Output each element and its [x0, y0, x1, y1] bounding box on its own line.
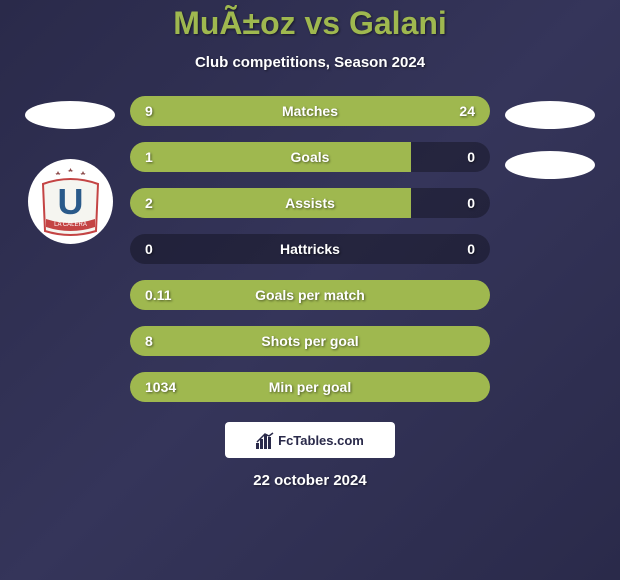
stat-bar-right	[227, 96, 490, 126]
stats-container: 9 Matches 24 1 Goals 0 2 Assists 0 0 Hattricks 0 0.1…	[130, 96, 490, 402]
stat-label: Min per goal	[269, 379, 351, 395]
stat-label: Goals	[291, 149, 330, 165]
content-wrapper: U LA CALERA 9 Matches 24 1 Goals 0 2 Assists 0 0 H…	[0, 96, 620, 402]
stat-row: 1034 Min per goal	[130, 372, 490, 402]
date-label: 22 october 2024	[253, 472, 366, 489]
stat-label: Assists	[285, 195, 335, 211]
team-logo-left: U LA CALERA	[28, 159, 113, 244]
stat-value-left: 0.11	[145, 287, 171, 303]
stat-bar-left	[130, 142, 411, 172]
subtitle: Club competitions, Season 2024	[195, 54, 425, 71]
chart-icon	[256, 431, 274, 449]
stat-value-left: 8	[145, 333, 153, 349]
page-title: MuÃ±oz vs Galani	[173, 5, 447, 42]
stat-value-left: 2	[145, 195, 153, 211]
player-oval-right-2	[505, 151, 595, 179]
right-column	[500, 96, 600, 402]
left-column: U LA CALERA	[20, 96, 120, 402]
stat-row: 2 Assists 0	[130, 188, 490, 218]
stat-value-left: 1	[145, 149, 153, 165]
stat-row: 9 Matches 24	[130, 96, 490, 126]
la-calera-logo-icon: U LA CALERA	[28, 159, 113, 244]
stat-value-left: 1034	[145, 379, 176, 395]
footer-badge[interactable]: FcTables.com	[225, 422, 395, 458]
stat-value-right: 24	[459, 103, 475, 119]
stat-label: Hattricks	[280, 241, 340, 257]
stat-value-left: 9	[145, 103, 153, 119]
stat-row: 8 Shots per goal	[130, 326, 490, 356]
stat-row: 0.11 Goals per match	[130, 280, 490, 310]
stat-value-right: 0	[467, 149, 475, 165]
footer-text: FcTables.com	[278, 433, 364, 448]
stat-bar-left	[130, 188, 411, 218]
stat-value-left: 0	[145, 241, 153, 257]
stat-value-right: 0	[467, 241, 475, 257]
player-oval-right-1	[505, 101, 595, 129]
svg-text:LA CALERA: LA CALERA	[54, 222, 87, 228]
stat-label: Matches	[282, 103, 338, 119]
stat-row: 0 Hattricks 0	[130, 234, 490, 264]
stat-label: Shots per goal	[261, 333, 358, 349]
stat-row: 1 Goals 0	[130, 142, 490, 172]
stat-label: Goals per match	[255, 287, 365, 303]
svg-text:U: U	[57, 181, 83, 222]
stat-value-right: 0	[467, 195, 475, 211]
player-oval-left	[25, 101, 115, 129]
